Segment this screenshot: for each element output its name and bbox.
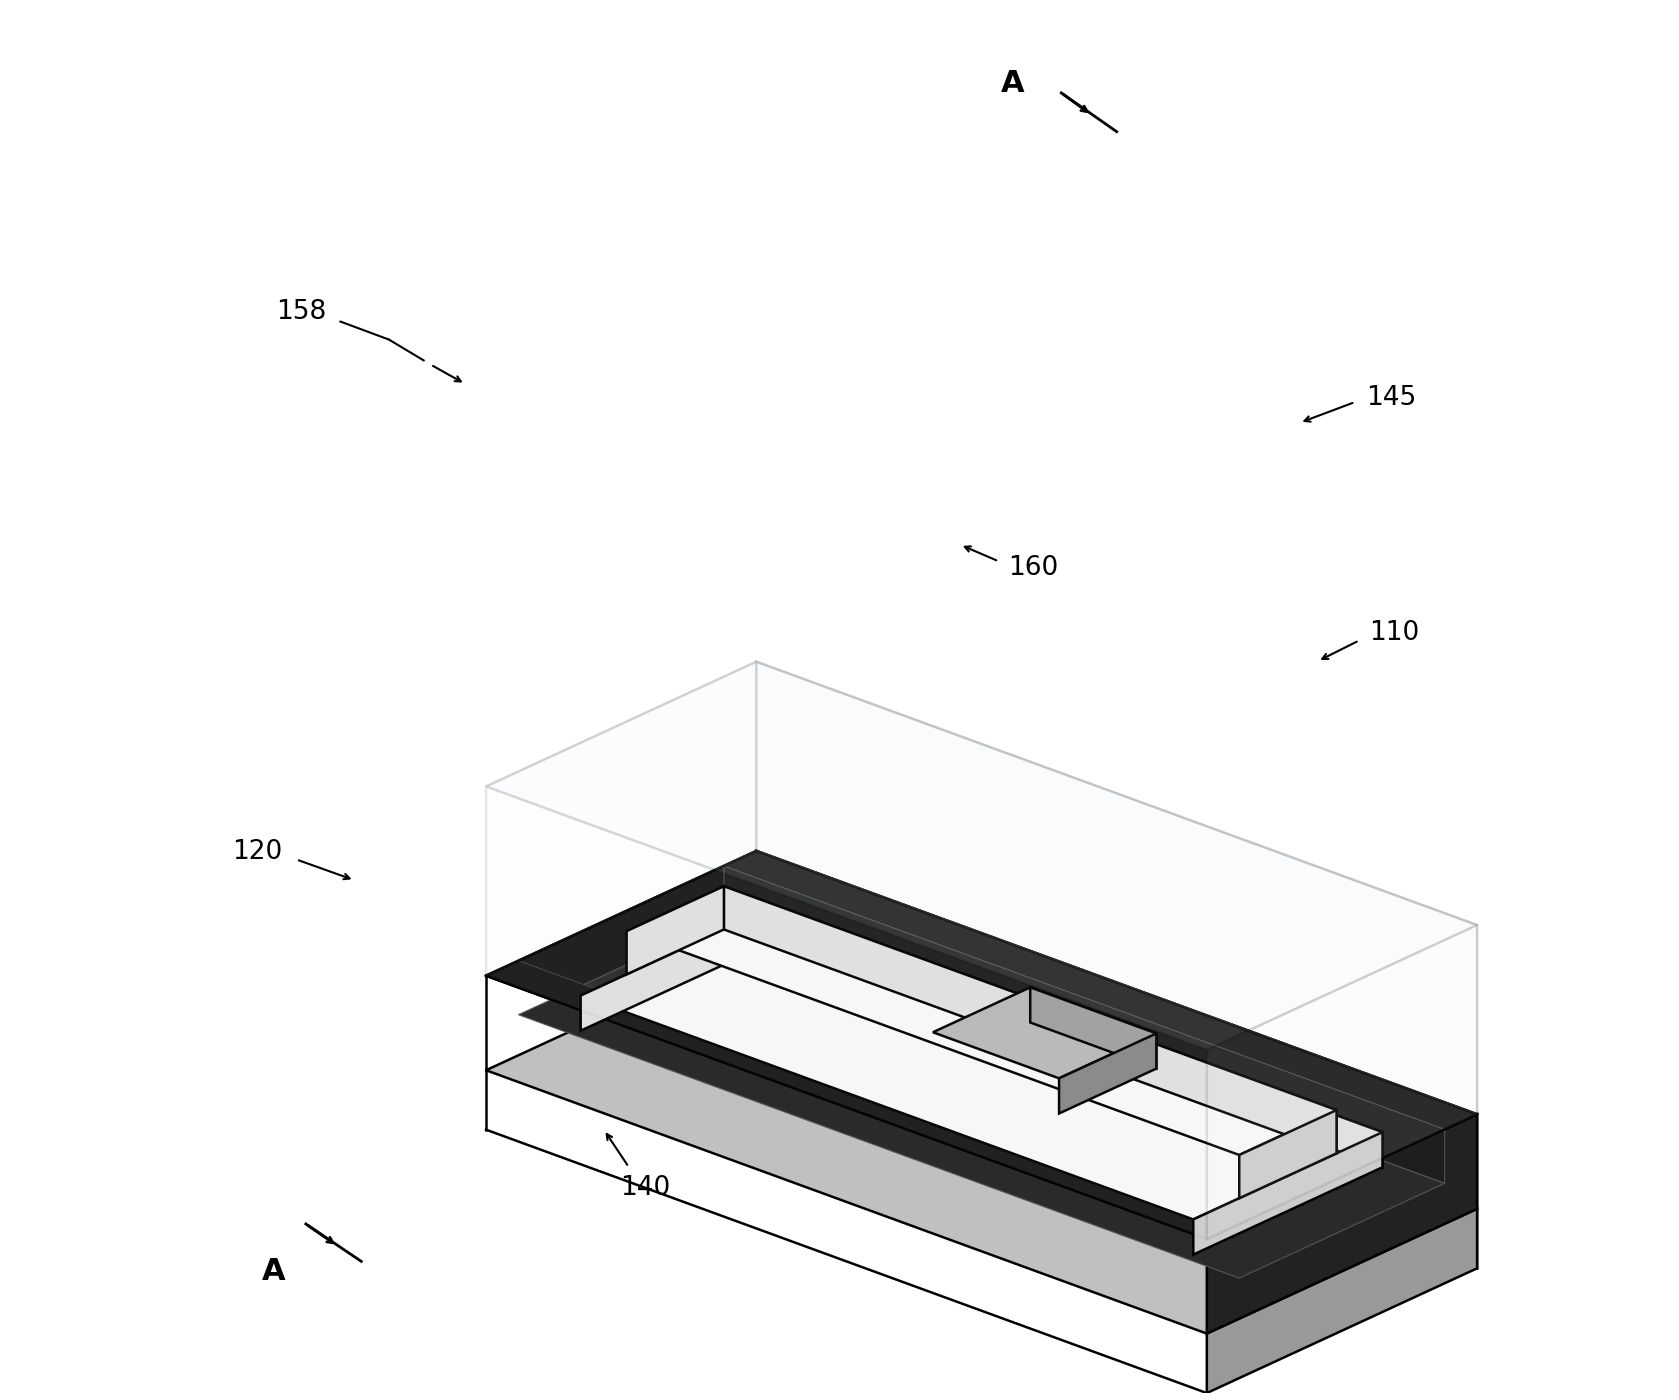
Polygon shape: [485, 662, 756, 976]
Polygon shape: [626, 886, 1336, 1155]
Text: 145: 145: [1367, 385, 1417, 410]
Text: 160: 160: [1009, 556, 1059, 581]
Polygon shape: [934, 987, 1157, 1078]
Polygon shape: [581, 909, 771, 1030]
Polygon shape: [485, 945, 1478, 1334]
Polygon shape: [519, 920, 1444, 1278]
Polygon shape: [1239, 1110, 1336, 1198]
Polygon shape: [1059, 1033, 1157, 1113]
Polygon shape: [1031, 987, 1157, 1068]
Polygon shape: [485, 960, 1239, 1239]
Polygon shape: [485, 662, 1478, 1050]
Polygon shape: [1207, 925, 1478, 1239]
Text: A: A: [1001, 69, 1024, 98]
Polygon shape: [724, 886, 1336, 1154]
Polygon shape: [1207, 1208, 1478, 1393]
Polygon shape: [581, 909, 1382, 1219]
Polygon shape: [626, 886, 724, 974]
Polygon shape: [724, 851, 1478, 1130]
Polygon shape: [771, 909, 1382, 1168]
Polygon shape: [1207, 1114, 1478, 1334]
Polygon shape: [756, 945, 1478, 1268]
Text: 158: 158: [277, 298, 327, 325]
Polygon shape: [756, 851, 1478, 1208]
Text: A: A: [262, 1257, 285, 1285]
Polygon shape: [724, 865, 1444, 1183]
Polygon shape: [756, 662, 1478, 1114]
Polygon shape: [1194, 1133, 1382, 1254]
Text: 140: 140: [620, 1175, 670, 1201]
Text: 120: 120: [232, 840, 282, 865]
Polygon shape: [485, 851, 1478, 1239]
Text: 110: 110: [1368, 620, 1419, 647]
